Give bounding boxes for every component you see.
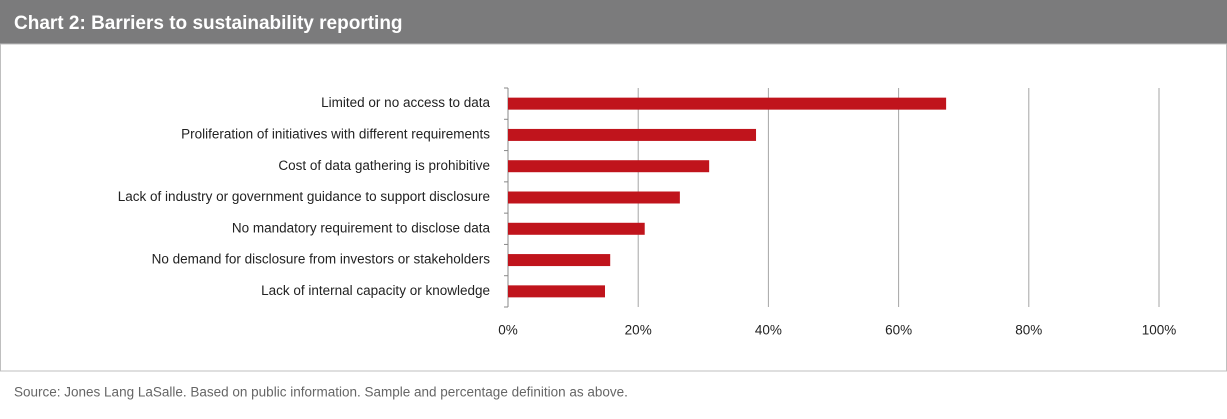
bar xyxy=(508,254,611,267)
bar xyxy=(508,285,605,298)
x-tick-label: 100% xyxy=(1142,323,1177,338)
x-tick-label: 80% xyxy=(1015,323,1042,338)
y-tick-label: No mandatory requirement to disclose dat… xyxy=(232,220,491,235)
x-tick-label: 0% xyxy=(498,323,518,338)
bar xyxy=(508,160,710,173)
y-tick-label: Lack of internal capacity or knowledge xyxy=(261,283,490,298)
chart-frame xyxy=(0,43,1227,372)
y-tick-label: Cost of data gathering is prohibitive xyxy=(278,158,490,173)
chart-title: Chart 2: Barriers to sustainability repo… xyxy=(14,13,403,34)
bar xyxy=(508,128,757,141)
bar xyxy=(508,222,645,235)
y-tick-label: Proliferation of initiatives with differ… xyxy=(181,126,490,141)
y-tick-label: Limited or no access to data xyxy=(321,95,490,110)
y-tick-label: No demand for disclosure from investors … xyxy=(152,252,491,267)
bar xyxy=(508,191,680,204)
bar xyxy=(508,97,947,110)
x-tick-label: 60% xyxy=(885,323,912,338)
x-tick-label: 20% xyxy=(625,323,652,338)
header-bar xyxy=(0,0,1227,44)
y-tick-label: Lack of industry or government guidance … xyxy=(118,189,490,204)
x-tick-label: 40% xyxy=(755,323,782,338)
source-note: Source: Jones Lang LaSalle. Based on pub… xyxy=(14,385,628,400)
